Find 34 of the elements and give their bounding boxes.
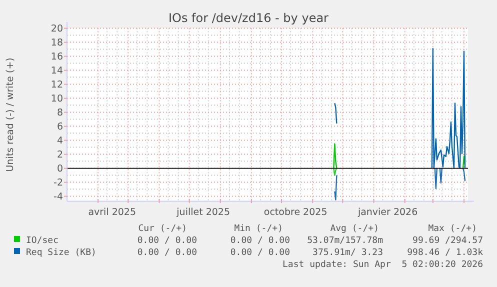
y-tick-label: 8 — [56, 108, 63, 119]
x-tick-label: juillet 2025 — [176, 207, 230, 218]
y-tick-label: 4 — [56, 136, 63, 147]
y-tick-label: 6 — [56, 122, 63, 133]
y-tick-label: 10 — [50, 94, 63, 105]
x-tick-label: janvier 2026 — [356, 207, 418, 218]
y-tick-label: 20 — [50, 24, 63, 35]
legend-label: Req Size (KB) — [26, 248, 96, 258]
text: Cur (-/+) — [138, 224, 187, 234]
text: 0.00 / 0.00 — [137, 248, 197, 258]
y-tick-label: 18 — [50, 38, 63, 49]
text: 0.00 / 0.00 — [137, 236, 197, 246]
text: Last update: Sun Apr 5 02:00:20 2026 — [282, 260, 483, 270]
text: 0.00 / 0.00 — [230, 236, 290, 246]
text: Max (-/+) — [428, 224, 477, 234]
chart-title: IOs for /dev/zd16 - by year — [168, 11, 329, 25]
y-tick-label: 14 — [50, 66, 63, 77]
text: 998.46 / 1.03k — [407, 248, 484, 258]
y-tick-label: -2 — [54, 178, 63, 189]
y-tick-label: -4 — [54, 192, 63, 203]
legend-label: IO/sec — [26, 236, 59, 246]
x-tick-label: octobre 2025 — [264, 207, 328, 218]
y-tick-label: 16 — [50, 52, 63, 63]
text: 375.91m/ 3.23 — [312, 248, 383, 258]
y-tick-label: 0 — [56, 164, 63, 175]
text: 53.07m/157.78m — [307, 236, 383, 246]
x-tick-label: avril 2025 — [88, 207, 136, 218]
text: Min (-/+) — [234, 224, 283, 234]
y-tick-label: 2 — [56, 150, 63, 161]
text: Avg (-/+) — [330, 224, 379, 234]
text: 0.00 / 0.00 — [230, 248, 290, 258]
y-tick-label: 12 — [50, 80, 63, 91]
y-axis-title: Units read (-) / write (+) — [5, 58, 16, 172]
text: 99.69 /294.57 — [412, 236, 483, 246]
